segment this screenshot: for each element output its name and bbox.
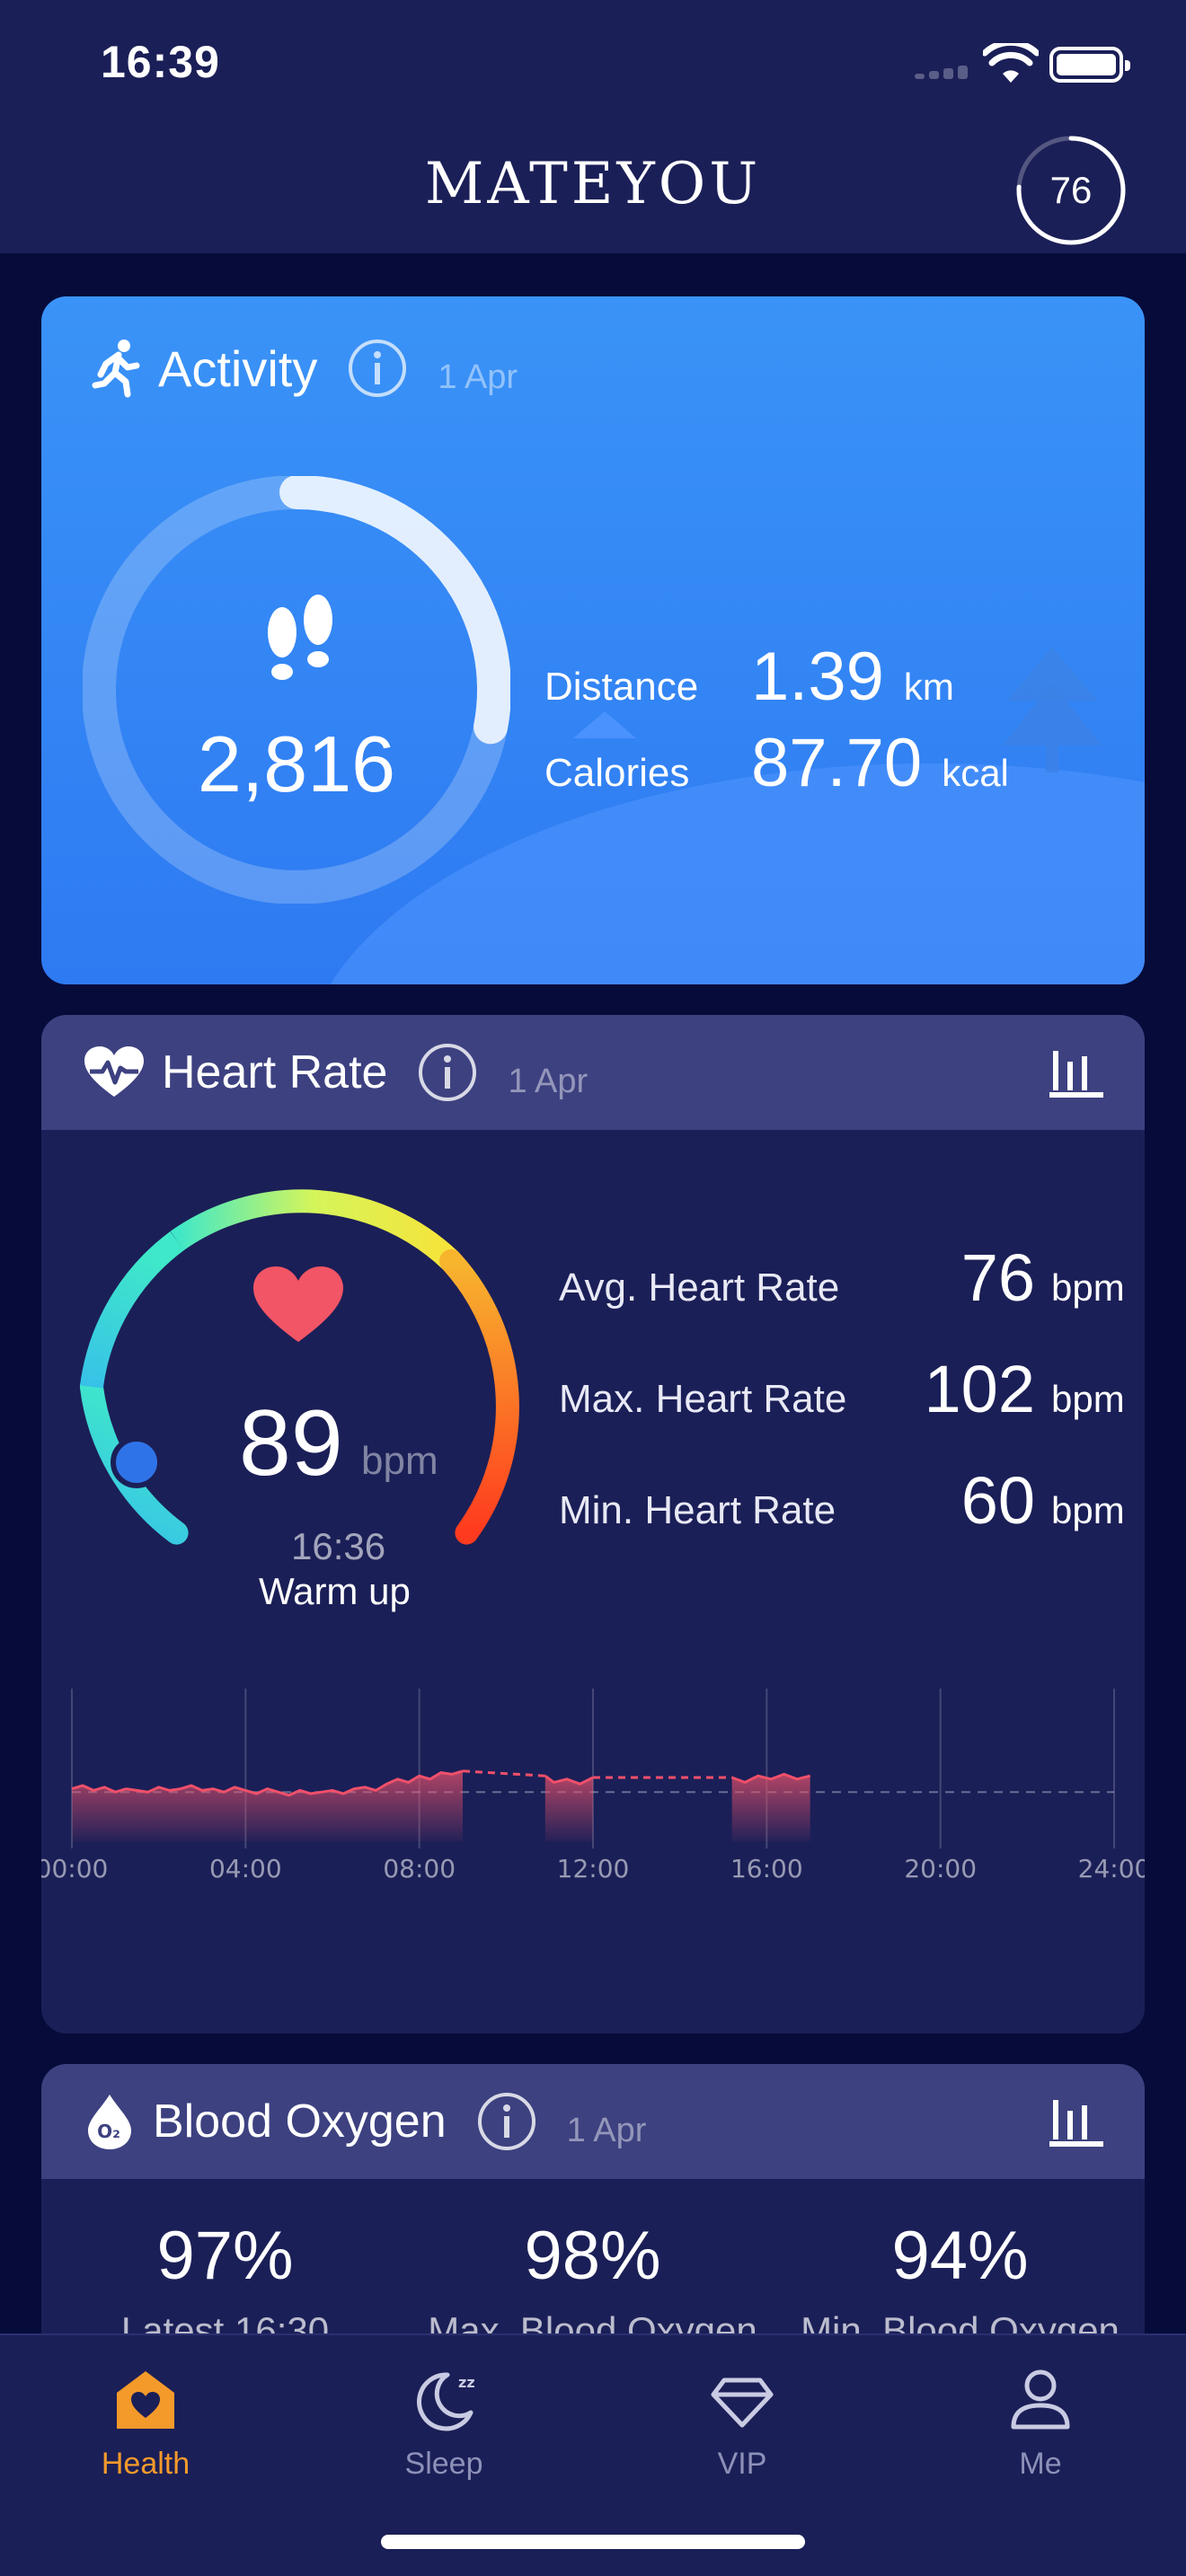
stat-label: Avg. Heart Rate xyxy=(559,1266,840,1310)
blood-oxygen-title-row: O₂ Blood Oxygen 1 Apr xyxy=(84,2086,646,2157)
stat-unit: bpm xyxy=(1051,1266,1125,1309)
latest-oxygen: 97% Latest 16:30 xyxy=(41,2217,409,2352)
stat-unit: bpm xyxy=(1051,1489,1125,1531)
activity-card[interactable]: Activity 1 Apr 2,816 xyxy=(41,296,1145,984)
max-heart-rate-row: Max. Heart Rate 102 bpm xyxy=(559,1351,1134,1462)
calories-value: 87.70 xyxy=(751,725,923,801)
top-bar: 16:39 MATEYOU 76 xyxy=(0,0,1186,253)
activity-date: 1 Apr xyxy=(438,357,518,396)
stat-label: Max. Heart Rate xyxy=(559,1377,847,1421)
distance-unit: km xyxy=(903,666,954,708)
chart-x-tick: 12:00 xyxy=(557,1854,630,1883)
stat-unit: bpm xyxy=(1051,1378,1125,1420)
calories-row: Calories 87.70 kcal xyxy=(544,724,1048,810)
blood-oxygen-header: O₂ Blood Oxygen 1 Apr xyxy=(41,2064,1145,2179)
chart-x-tick: 00:00 xyxy=(41,1854,108,1883)
status-time: 16:39 xyxy=(101,37,220,87)
heart-rate-stats: Avg. Heart Rate 76 bpm Max. Heart Rate 1… xyxy=(559,1239,1134,1574)
heart-rate-card[interactable]: Heart Rate 1 Apr xyxy=(41,1015,1145,2033)
distance-value: 1.39 xyxy=(751,639,884,715)
min-heart-rate-row: Min. Heart Rate 60 bpm xyxy=(559,1462,1134,1574)
user-icon xyxy=(1011,2369,1070,2430)
diamond-icon xyxy=(711,2378,774,2428)
heart-rate-title-row: Heart Rate 1 Apr xyxy=(84,1037,588,1108)
chart-x-tick: 20:00 xyxy=(904,1854,977,1883)
home-indicator[interactable] xyxy=(381,2535,805,2549)
battery-icon xyxy=(1049,47,1130,83)
stat-value: 60 xyxy=(960,1463,1035,1538)
oxygen-value: 98% xyxy=(524,2218,661,2294)
tab-label: VIP xyxy=(717,2447,767,2481)
blood-oxygen-stats: 97% Latest 16:30 98% Max. Blood Oxygen 9… xyxy=(41,2217,1145,2352)
tab-sleep[interactable]: zz Sleep xyxy=(354,2368,534,2482)
heart-rate-line-0 xyxy=(71,1769,464,1797)
heart-rate-area-1 xyxy=(544,1776,593,1841)
wifi-icon xyxy=(983,43,1039,83)
blood-oxygen-title: Blood Oxygen xyxy=(153,2095,447,2148)
oxygen-value: 97% xyxy=(156,2218,294,2294)
health-score-value: 76 xyxy=(1049,169,1093,211)
oxygen-drop-icon: O₂ xyxy=(88,2095,131,2149)
heart-rate-area-2 xyxy=(731,1774,810,1841)
tab-label: Sleep xyxy=(404,2447,483,2481)
calories-unit: kcal xyxy=(942,752,1009,794)
activity-header: Activity 1 Apr xyxy=(92,332,518,404)
calories-label: Calories xyxy=(544,751,690,795)
svg-text:zz: zz xyxy=(458,2374,475,2391)
stat-value: 102 xyxy=(924,1352,1035,1426)
bar-chart-icon[interactable] xyxy=(1049,2098,1103,2147)
avg-heart-rate-row: Avg. Heart Rate 76 bpm xyxy=(559,1239,1134,1351)
chart-x-tick: 04:00 xyxy=(209,1854,282,1883)
heart-rate-date: 1 Apr xyxy=(508,1062,589,1100)
current-heart-rate: 89 xyxy=(239,1391,343,1495)
stat-value: 76 xyxy=(960,1240,1035,1315)
activity-stats: Distance 1.39 km Calories 87.70 kcal xyxy=(544,638,1048,810)
heart-rate-zone: Warm up xyxy=(259,1570,411,1612)
health-score-ring[interactable] xyxy=(1013,133,1128,248)
steps-count: 2,816 xyxy=(197,719,396,808)
house-decoration xyxy=(573,711,636,738)
heart-rate-gap-line xyxy=(462,1769,545,1778)
heart-rate-line-2 xyxy=(731,1772,811,1785)
moon-icon: zz xyxy=(417,2372,475,2431)
current-heart-rate-unit: bpm xyxy=(361,1439,438,1483)
distance-row: Distance 1.39 km xyxy=(544,638,1048,724)
heart-icon xyxy=(253,1266,343,1342)
bar-chart-icon[interactable] xyxy=(1049,1049,1103,1098)
info-icon[interactable] xyxy=(348,339,407,398)
chart-x-tick: 16:00 xyxy=(730,1854,803,1883)
stat-label: Min. Heart Rate xyxy=(559,1488,836,1532)
heart-pulse-icon xyxy=(84,1046,144,1097)
min-oxygen: 94% Min. Blood Oxygen xyxy=(776,2217,1144,2352)
distance-label: Distance xyxy=(544,665,699,709)
blood-oxygen-date: 1 Apr xyxy=(566,2111,647,2149)
app-title: MATEYOU xyxy=(424,151,762,217)
tab-health[interactable]: Health xyxy=(56,2368,235,2482)
chart-x-tick: 08:00 xyxy=(383,1854,456,1883)
tab-me[interactable]: Me xyxy=(951,2368,1130,2482)
cellular-signal-icon xyxy=(915,65,970,79)
footprints-icon xyxy=(268,595,332,680)
home-heart-icon xyxy=(117,2371,174,2429)
tab-label: Me xyxy=(1019,2447,1062,2481)
activity-title: Activity xyxy=(158,340,318,397)
heart-rate-gauge xyxy=(79,1189,519,1545)
max-oxygen: 98% Max. Blood Oxygen xyxy=(409,2217,776,2352)
tab-vip[interactable]: VIP xyxy=(652,2368,832,2482)
svg-text:O₂: O₂ xyxy=(97,2121,120,2142)
info-icon[interactable] xyxy=(477,2092,536,2151)
heart-rate-time: 16:36 xyxy=(291,1525,386,1567)
oxygen-value: 94% xyxy=(891,2218,1029,2294)
tree-decoration xyxy=(1003,647,1102,772)
heart-rate-title: Heart Rate xyxy=(162,1046,388,1098)
running-icon xyxy=(92,340,140,398)
heart-rate-line-1 xyxy=(544,1774,594,1786)
info-icon[interactable] xyxy=(418,1043,477,1102)
heart-rate-chart[interactable]: 00:00 04:00 08:00 12:00 16:00 20:00 24:00 xyxy=(41,1680,1145,2021)
chart-x-tick: 24:00 xyxy=(1078,1854,1145,1883)
heart-rate-header: Heart Rate 1 Apr xyxy=(41,1015,1145,1130)
steps-progress-ring xyxy=(83,476,510,904)
tab-label: Health xyxy=(101,2447,190,2481)
